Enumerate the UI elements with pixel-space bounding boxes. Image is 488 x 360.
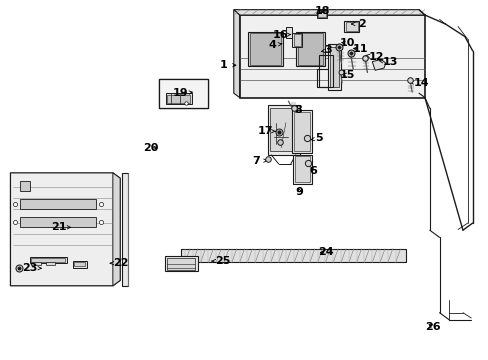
Bar: [30, 257, 66, 263]
Bar: [250, 33, 280, 64]
Text: 16: 16: [272, 30, 290, 40]
Bar: [267, 105, 299, 155]
Text: 10: 10: [339, 38, 354, 48]
Bar: [164, 256, 197, 271]
Bar: [159, 79, 207, 108]
Bar: [318, 55, 332, 87]
Text: 5: 5: [310, 134, 322, 143]
Bar: [318, 11, 325, 17]
Text: 24: 24: [318, 247, 333, 257]
Bar: [293, 34, 300, 46]
Bar: [20, 199, 96, 209]
Text: 20: 20: [142, 143, 158, 153]
Text: 6: 6: [309, 166, 317, 176]
Text: 17: 17: [257, 126, 275, 136]
Bar: [295, 32, 325, 66]
Text: 3: 3: [321, 45, 331, 55]
Bar: [20, 217, 96, 226]
Text: 2: 2: [351, 19, 365, 29]
Text: 23: 23: [22, 263, 41, 273]
Text: 21: 21: [51, 222, 70, 232]
Bar: [74, 262, 85, 266]
Text: 13: 13: [379, 57, 398, 67]
Text: 1: 1: [220, 60, 235, 70]
Text: 26: 26: [425, 322, 440, 332]
Bar: [330, 46, 338, 87]
Bar: [270, 108, 294, 151]
Polygon shape: [233, 10, 239, 98]
Bar: [297, 33, 323, 64]
Text: 11: 11: [351, 44, 367, 54]
Text: 9: 9: [295, 187, 303, 197]
Bar: [165, 93, 192, 104]
Bar: [294, 112, 309, 151]
Polygon shape: [113, 173, 120, 286]
Bar: [181, 249, 406, 262]
Text: 15: 15: [339, 70, 354, 80]
Text: 19: 19: [172, 88, 192, 98]
Bar: [345, 22, 357, 31]
Bar: [328, 44, 340, 90]
Polygon shape: [233, 10, 424, 15]
Bar: [31, 262, 41, 265]
Bar: [167, 95, 190, 103]
Bar: [316, 10, 327, 18]
Bar: [293, 155, 311, 184]
Polygon shape: [239, 15, 424, 98]
Bar: [122, 173, 128, 286]
Bar: [159, 79, 207, 108]
Bar: [292, 33, 302, 47]
Text: 18: 18: [314, 6, 329, 17]
Polygon shape: [10, 173, 120, 286]
Bar: [292, 110, 311, 153]
Bar: [45, 262, 55, 265]
Bar: [167, 258, 194, 270]
Bar: [73, 261, 86, 267]
Text: 14: 14: [409, 78, 428, 88]
Bar: [344, 21, 358, 32]
Polygon shape: [371, 59, 385, 70]
Bar: [295, 156, 309, 182]
Bar: [248, 32, 282, 66]
Text: 22: 22: [110, 258, 129, 268]
Text: 25: 25: [211, 256, 230, 266]
Text: 8: 8: [293, 105, 302, 115]
Bar: [31, 258, 65, 262]
Text: 7: 7: [252, 156, 266, 166]
Bar: [20, 181, 30, 192]
Text: 4: 4: [268, 40, 282, 50]
Bar: [286, 27, 292, 39]
Text: 12: 12: [365, 52, 383, 62]
